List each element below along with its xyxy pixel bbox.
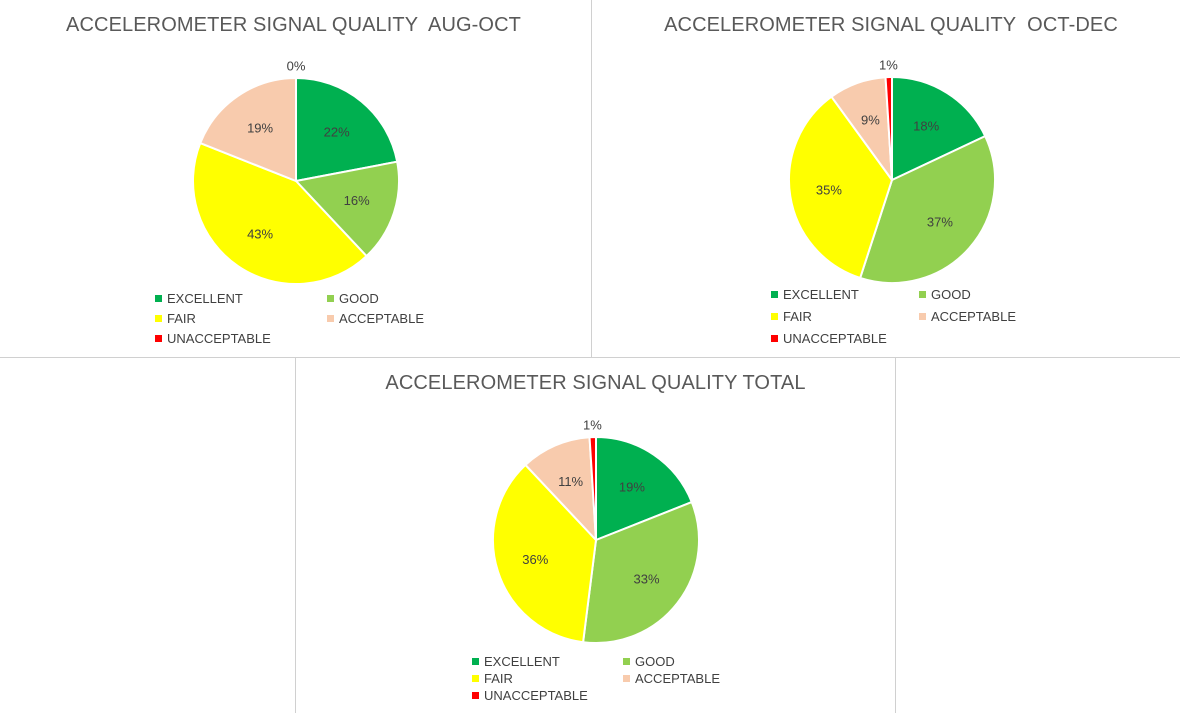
data-label-good: 33% [633,572,659,587]
pie-slice-acceptable [199,77,297,182]
legend-label: UNACCEPTABLE [484,688,588,703]
chart-legend: EXCELLENT GOOD FAIR ACCEPTABLE UNACCEPTA… [155,291,477,346]
legend-item-unacceptable: UNACCEPTABLE [771,331,919,346]
legend-label: ACCEPTABLE [635,671,721,686]
data-label-excellent: 22% [324,124,350,139]
data-label-fair: 35% [816,183,842,198]
pie-chart: 19% 33% 36% 11% 1% [492,418,700,644]
legend-swatch-acceptable [919,313,926,320]
legend-item-good: GOOD [919,287,1069,302]
data-label-fair: 43% [247,226,273,241]
pie-slice-acceptable [524,436,597,541]
legend-item-fair: FAIR [472,671,623,686]
legend-item-fair: FAIR [155,311,327,326]
legend-swatch-good [327,295,334,302]
legend-label: GOOD [931,287,971,302]
legend-swatch-unacceptable [771,335,778,342]
pie-chart: 18% 37% 35% 9% 1% [788,58,996,285]
legend-swatch-excellent [155,295,162,302]
pie-slice-good [859,135,996,285]
legend-label: UNACCEPTABLE [167,331,271,346]
legend-label: FAIR [167,311,196,326]
legend-swatch-acceptable [623,675,630,682]
data-label-acceptable: 9% [861,112,880,127]
legend-item-excellent: EXCELLENT [155,291,327,306]
legend-item-unacceptable: UNACCEPTABLE [155,331,327,346]
pie-chart: 22% 16% 43% 19% 0% [192,59,400,285]
pie-slice-unacceptable [884,75,893,181]
legend-label: UNACCEPTABLE [783,331,887,346]
legend-item-excellent: EXCELLENT [472,654,623,669]
pie-slice-unacceptable [588,435,597,541]
legend-label: EXCELLENT [484,654,560,669]
pie-slice-good [582,501,700,644]
legend-swatch-fair [155,315,162,322]
legend-swatch-excellent [472,658,479,665]
data-label-excellent: 19% [619,480,645,495]
legend-label: GOOD [635,654,675,669]
data-label-fair: 36% [522,552,548,567]
pie-slice-fair [192,142,368,285]
legend-swatch-fair [472,675,479,682]
legend-label: ACCEPTABLE [339,311,425,326]
chart-title: ACCELEROMETER SIGNAL QUALITY OCT-DEC [664,14,1118,36]
legend-item-good: GOOD [623,654,773,669]
chart-legend: EXCELLENT GOOD FAIR ACCEPTABLE UNACCEPTA… [771,287,1069,346]
legend-swatch-unacceptable [155,335,162,342]
legend-label: EXCELLENT [783,287,859,302]
legend-swatch-unacceptable [472,692,479,699]
legend-label: FAIR [783,309,812,324]
legend-item-fair: FAIR [771,309,919,324]
legend-item-excellent: EXCELLENT [771,287,919,302]
pie-slice-good [295,160,400,258]
pie-slice-excellent [295,77,399,182]
legend-label: FAIR [484,671,513,686]
legend-item-acceptable: ACCEPTABLE [327,311,477,326]
data-label-excellent: 18% [913,119,939,134]
legend-swatch-good [623,658,630,665]
legend-item-acceptable: ACCEPTABLE [919,309,1069,324]
data-label-acceptable: 19% [247,121,273,136]
chart-panel-aug-oct: ACCELEROMETER SIGNAL QUALITY AUG-OCT 22%… [0,0,592,358]
chart-panel-total: ACCELEROMETER SIGNAL QUALITY TOTAL 19% 33… [295,358,896,713]
legend-label: EXCELLENT [167,291,243,306]
chart-title: ACCELEROMETER SIGNAL QUALITY AUG-OCT [66,14,521,36]
pie-slice-excellent [891,76,987,181]
legend-label: GOOD [339,291,379,306]
legend-item-acceptable: ACCEPTABLE [623,671,773,686]
legend-item-unacceptable: UNACCEPTABLE [472,688,623,703]
pie-slice-excellent [595,436,693,541]
legend-label: ACCEPTABLE [931,309,1017,324]
legend-swatch-fair [771,313,778,320]
legend-swatch-acceptable [327,315,334,322]
pie-slice-fair [788,95,893,279]
data-label-unacceptable: 1% [879,58,898,73]
data-label-unacceptable: 0% [287,59,306,74]
chart-legend: EXCELLENT GOOD FAIR ACCEPTABLE UNACCEPTA… [472,654,773,703]
pie-slice-fair [492,463,597,644]
data-label-unacceptable: 1% [583,418,602,433]
legend-swatch-good [919,291,926,298]
chart-panel-oct-dec: ACCELEROMETER SIGNAL QUALITY OCT-DEC 18%… [592,0,1180,358]
chart-title: ACCELEROMETER SIGNAL QUALITY TOTAL [385,372,806,394]
data-label-good: 37% [927,215,953,230]
legend-item-good: GOOD [327,291,477,306]
data-label-acceptable: 11% [558,474,583,489]
data-label-good: 16% [344,193,370,208]
legend-swatch-excellent [771,291,778,298]
